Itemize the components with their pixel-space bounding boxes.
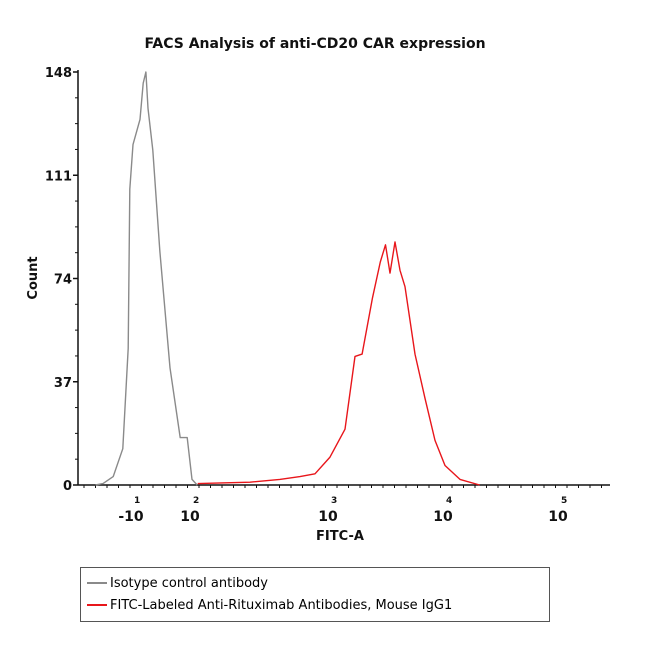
legend-label: FITC-Labeled Anti-Rituximab Antibodies, … xyxy=(110,597,453,613)
legend: Isotype control antibody FITC-Labeled An… xyxy=(80,567,550,622)
series-line-1 xyxy=(197,241,480,486)
x-tick-label: 10 xyxy=(548,509,568,525)
chart-title: FACS Analysis of anti-CD20 CAR expressio… xyxy=(144,36,485,52)
x-tick-exponent: 1 xyxy=(134,496,140,506)
legend-swatch xyxy=(87,582,107,584)
series-line-0 xyxy=(95,71,198,486)
x-tick-label: 10 xyxy=(433,509,453,525)
x-tick-label: 10 xyxy=(180,509,200,525)
legend-label: Isotype control antibody xyxy=(110,575,268,591)
legend-item-fitc: FITC-Labeled Anti-Rituximab Antibodies, … xyxy=(87,594,543,616)
y-tick-label: 148 xyxy=(45,66,72,81)
y-axis-label: Count xyxy=(26,256,41,299)
legend-item-isotype: Isotype control antibody xyxy=(87,572,543,594)
x-tick-exponent: 4 xyxy=(446,496,452,506)
legend-swatch xyxy=(87,604,107,606)
x-axis-label: FITC-A xyxy=(316,529,364,544)
x-tick-exponent: 2 xyxy=(193,496,199,506)
y-tick-label: 111 xyxy=(45,169,72,184)
x-tick-label: 10 xyxy=(318,509,338,525)
y-tick-label: 0 xyxy=(63,479,72,494)
x-tick-exponent: 3 xyxy=(331,496,337,506)
y-tick-label: 74 xyxy=(54,273,72,288)
x-tick-exponent: 5 xyxy=(561,496,567,506)
y-tick-label: 37 xyxy=(54,376,72,391)
x-tick-label: -10 xyxy=(118,509,144,525)
